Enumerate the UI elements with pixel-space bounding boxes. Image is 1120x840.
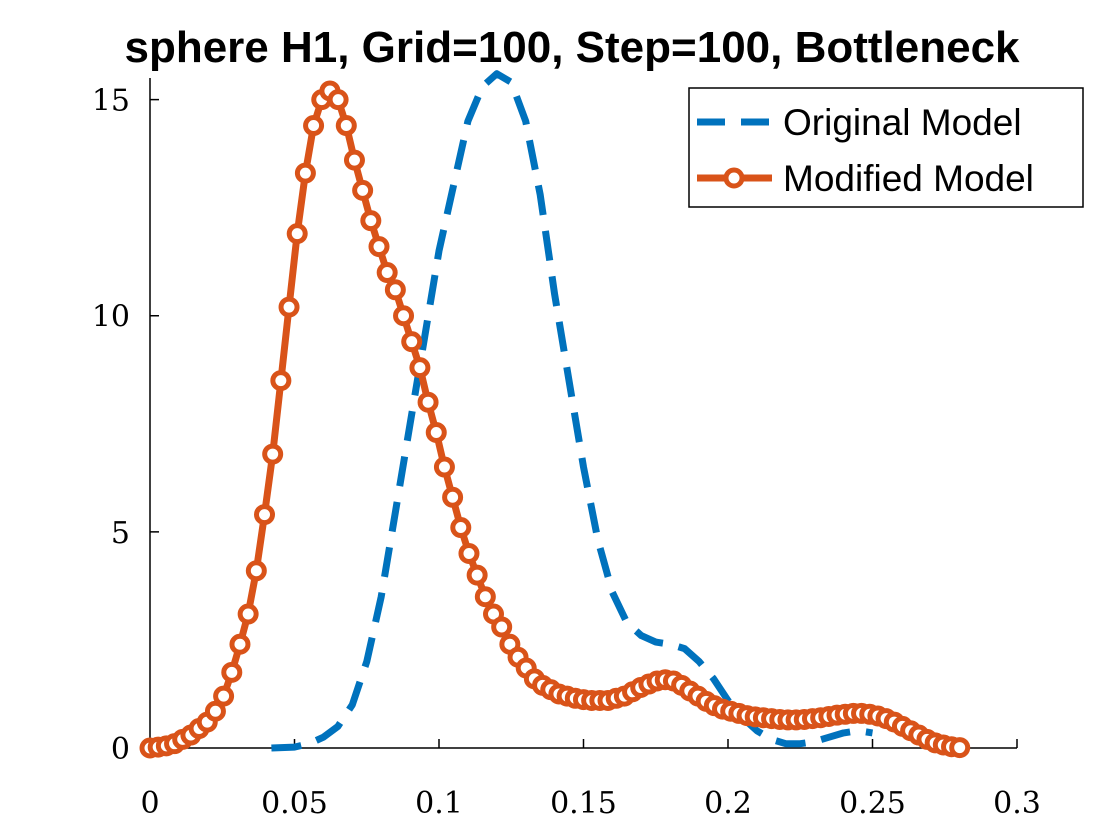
x-tick-label: 0.05 — [261, 786, 328, 821]
x-tick-label: 0.25 — [839, 786, 906, 821]
data-point — [270, 370, 292, 392]
legend-swatch-marker — [723, 167, 745, 189]
chart-title: sphere H1, Grid=100, Step=100, Bottlenec… — [124, 23, 1020, 72]
data-point — [352, 179, 374, 201]
legend: Original Model Modified Model — [688, 87, 1084, 208]
data-point — [335, 115, 357, 137]
data-point — [401, 331, 423, 353]
x-tick-label: 0 — [140, 786, 159, 821]
series-layer — [139, 70, 971, 759]
data-point — [458, 542, 480, 564]
series-2 — [139, 80, 971, 759]
data-point — [360, 210, 382, 232]
data-point — [409, 357, 431, 379]
data-point — [294, 162, 316, 184]
data-point — [237, 603, 259, 625]
data-point — [433, 456, 455, 478]
data-point — [204, 700, 226, 722]
data-point — [254, 504, 276, 526]
data-point — [286, 223, 308, 245]
x-tick-label: 0.2 — [704, 786, 752, 821]
data-point — [466, 564, 488, 586]
y-tick-label: 10 — [92, 300, 130, 335]
data-point — [376, 262, 398, 284]
data-point — [303, 115, 325, 137]
data-point — [442, 486, 464, 508]
data-point — [245, 560, 267, 582]
data-point — [343, 149, 365, 171]
data-point — [450, 517, 472, 539]
x-tick-label: 0.15 — [550, 786, 617, 821]
x-tick-label: 0.3 — [993, 786, 1041, 821]
legend-label: Original Model — [783, 102, 1022, 143]
legend-label: Modified Model — [783, 158, 1034, 199]
data-point — [278, 296, 300, 318]
data-point — [491, 616, 513, 638]
data-point — [327, 89, 349, 111]
x-tick-label: 0.1 — [415, 786, 463, 821]
series-1 — [271, 70, 874, 752]
axes: 0 0.05 0.1 0.15 0.2 0.25 0.3 0 5 10 15 — [92, 78, 1041, 821]
y-tick-label: 5 — [111, 516, 130, 551]
data-point — [384, 279, 406, 301]
data-point — [949, 737, 971, 759]
data-point — [393, 305, 415, 327]
data-point — [417, 391, 439, 413]
y-tick-label: 15 — [92, 84, 130, 119]
data-point — [229, 633, 251, 655]
series-line — [271, 70, 874, 752]
data-point — [213, 685, 235, 707]
data-point — [262, 443, 284, 465]
data-point — [368, 236, 390, 258]
data-point — [425, 421, 447, 443]
data-point — [474, 586, 496, 608]
legend-box — [688, 87, 1084, 208]
y-tick-label: 0 — [111, 732, 130, 767]
data-point — [221, 661, 243, 683]
